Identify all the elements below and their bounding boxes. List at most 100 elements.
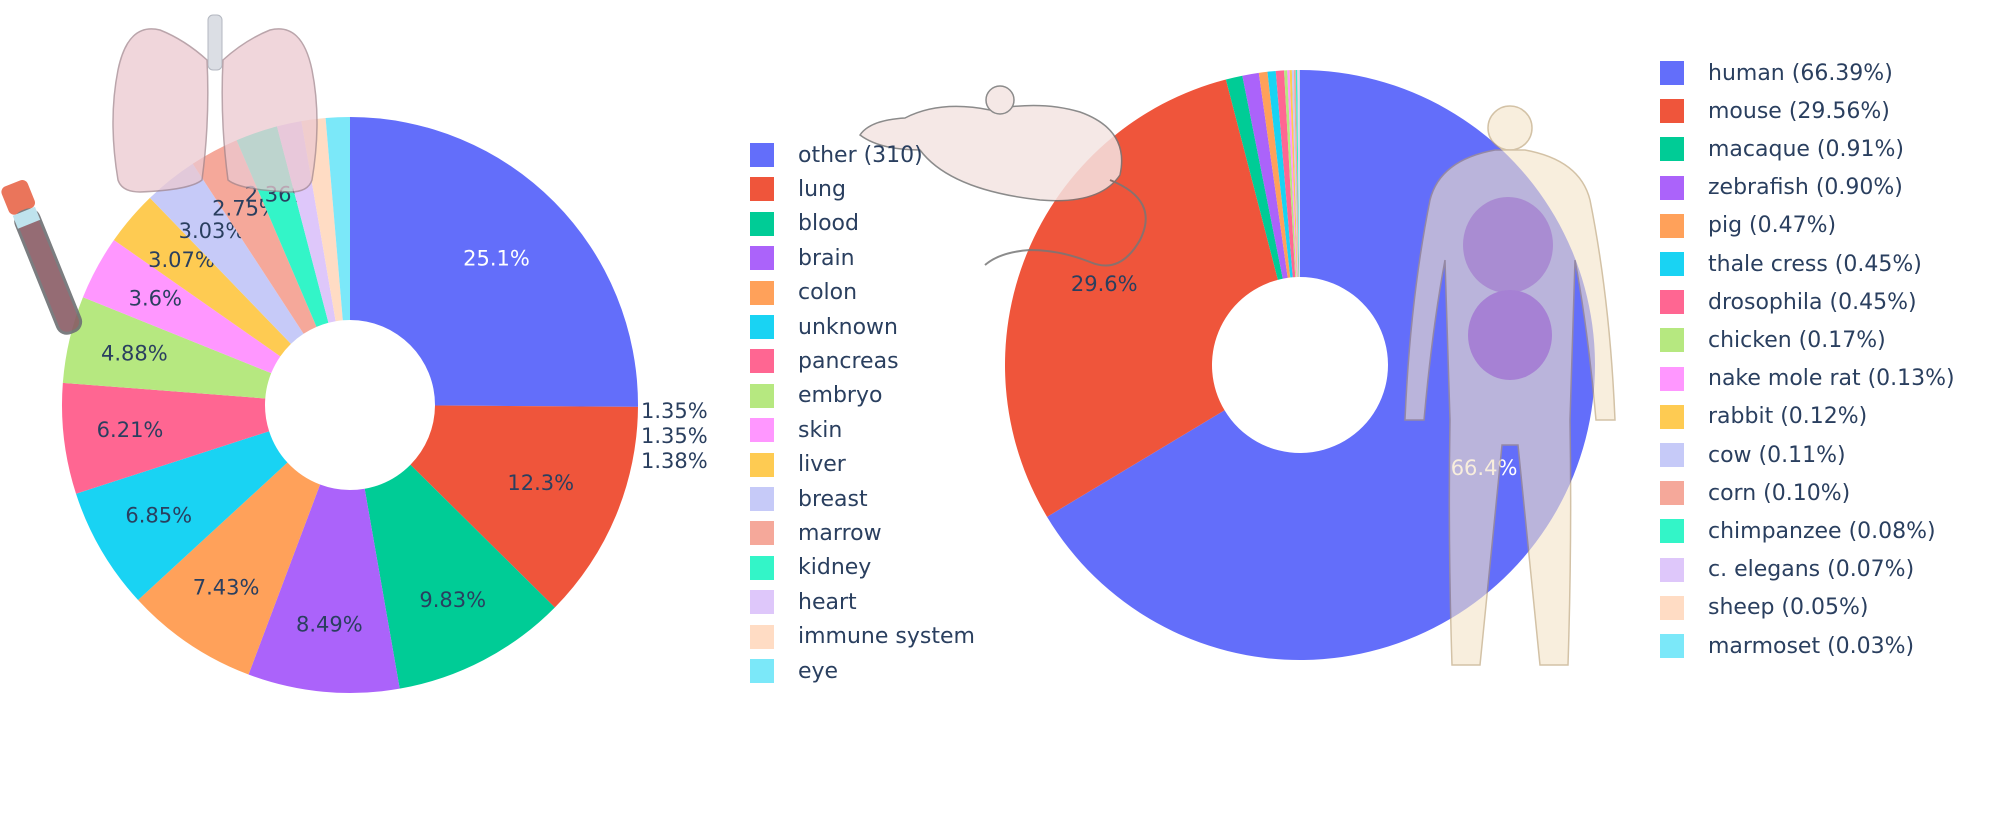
legend-item[interactable]: other (310) [750, 140, 923, 170]
pie-slice-rabbit [1289, 70, 1298, 278]
pie-slice-liver [113, 197, 291, 357]
tissue-donut-chart: 25.1% 12.3% 9.83% 8.49% 7.43% 6.85% 6.21% 4.88%… [62, 117, 708, 693]
pie-slice-label: 3.6% [129, 286, 182, 310]
legend-item[interactable]: blood [750, 209, 859, 239]
legend-item[interactable]: mouse (29.56%) [1660, 96, 1890, 126]
legend-item[interactable]: heart [750, 587, 857, 617]
pie-slice-skin [82, 240, 281, 374]
pie-slice-embryo [62, 297, 272, 399]
legend-swatch [1660, 175, 1684, 200]
legend-label: eye [798, 658, 839, 684]
legend-label: lung [798, 176, 846, 202]
pie-slice-label: 8.49% [296, 613, 363, 637]
legend-item[interactable]: human (66.39%) [1660, 58, 1893, 88]
pie-slice-label: 1.38% [641, 449, 708, 473]
legend-swatch [750, 659, 774, 683]
legend-swatch [750, 349, 774, 374]
legend-swatch [750, 555, 774, 580]
legend-item[interactable]: chicken (0.17%) [1660, 325, 1886, 355]
legend-label: liver [798, 452, 846, 478]
pie-slice-macaque [1225, 75, 1283, 280]
lungs-icon [112, 14, 318, 193]
legend-item[interactable]: colon [750, 278, 857, 308]
pie-slice-label: 12.3% [507, 471, 574, 495]
pie-slice-marmoset [1299, 70, 1300, 278]
legend-item[interactable]: pancreas [750, 346, 899, 376]
legend-label: corn (0.10%) [1708, 480, 1851, 506]
pie-slice-blood [364, 464, 555, 689]
legend-swatch [1660, 634, 1684, 658]
pie-slice-label: 6.21% [97, 418, 164, 442]
legend-swatch [750, 487, 774, 511]
legend-item[interactable]: pig (0.47%) [1660, 211, 1836, 241]
pie-slice-label: 7.43% [193, 576, 260, 600]
legend-label: zebrafish (0.90%) [1708, 175, 1903, 201]
legend-label: chicken (0.17%) [1708, 327, 1886, 353]
legend-label: kidney [798, 555, 872, 581]
legend-label: immune system [798, 624, 975, 650]
legend-item[interactable]: cow (0.11%) [1660, 440, 1846, 470]
legend-label: sheep (0.05%) [1708, 595, 1869, 621]
pie-slice-other [350, 117, 638, 407]
legend-item[interactable]: marrow [750, 518, 882, 548]
legend-label: cow (0.11%) [1708, 442, 1846, 468]
legend-label: nake mole rat (0.13%) [1708, 366, 1955, 392]
legend-label: brain [798, 245, 855, 271]
legend-swatch [1660, 519, 1684, 544]
legend-item[interactable]: kidney [750, 553, 871, 583]
legend-item[interactable]: immune system [750, 622, 975, 652]
legend-item[interactable]: macaque (0.91%) [1660, 134, 1904, 164]
legend-swatch [1660, 366, 1684, 391]
legend-swatch [750, 624, 774, 649]
legend-swatch [750, 521, 774, 546]
legend-item[interactable]: sheep (0.05%) [1660, 593, 1869, 623]
pie-slice-eye [325, 117, 350, 321]
legend-label: blood [798, 211, 859, 237]
legend-item[interactable]: liver [750, 450, 846, 480]
legend-item[interactable]: lung [750, 174, 846, 204]
legend-item[interactable]: nake mole rat (0.13%) [1660, 364, 1955, 394]
pie-slice-chicken [1284, 70, 1297, 278]
legend-label: c. elegans (0.07%) [1708, 557, 1915, 583]
pie-slice-label: 4.88% [101, 341, 168, 365]
pie-slice-marrow [192, 140, 317, 334]
blood-tube-icon [1, 180, 83, 335]
pie-slice-sheep [1298, 70, 1300, 278]
legend-label: breast [798, 486, 868, 512]
legend-label: heart [798, 589, 857, 615]
pie-slice-c-elegans [1297, 70, 1300, 278]
legend-swatch [1660, 404, 1684, 429]
pie-slice-label: 6.85% [125, 504, 192, 528]
legend-item[interactable]: eye [750, 656, 838, 686]
legend-item[interactable]: rabbit (0.12%) [1660, 402, 1867, 432]
legend-item[interactable]: marmoset (0.03%) [1660, 631, 1914, 661]
legend-swatch [1660, 99, 1684, 124]
legend-item[interactable]: zebrafish (0.90%) [1660, 173, 1903, 203]
pie-slice-nake-mole-rat [1287, 70, 1297, 278]
legend-swatch [1660, 61, 1684, 85]
legend-item[interactable]: thale cress (0.45%) [1660, 249, 1922, 279]
legend-item[interactable]: unknown [750, 312, 898, 342]
legend-swatch [750, 315, 774, 339]
legend-item[interactable]: drosophila (0.45%) [1660, 287, 1917, 317]
legend-label: other (310) [798, 142, 923, 168]
pie-slice-brain [248, 484, 400, 693]
legend-swatch [750, 246, 774, 271]
legend-item[interactable]: skin [750, 415, 842, 445]
legend-item[interactable]: brain [750, 243, 855, 273]
legend-item[interactable]: c. elegans (0.07%) [1660, 555, 1914, 585]
pie-slice-label: 1.35% [641, 424, 708, 448]
pie-slice-breast [149, 163, 304, 344]
legend-item[interactable]: corn (0.10%) [1660, 478, 1850, 508]
legend-swatch [750, 383, 774, 408]
legend-label: drosophila (0.45%) [1708, 289, 1917, 315]
legend-label: pancreas [798, 348, 899, 374]
legend-item[interactable]: chimpanzee (0.08%) [1660, 516, 1936, 546]
legend-swatch [750, 418, 774, 443]
legend-swatch [750, 590, 774, 615]
legend-item[interactable]: embryo [750, 381, 882, 411]
pie-slice-zebrafish [1242, 72, 1288, 279]
legend-label: mouse (29.56%) [1708, 98, 1890, 124]
legend-item[interactable]: breast [750, 484, 868, 514]
